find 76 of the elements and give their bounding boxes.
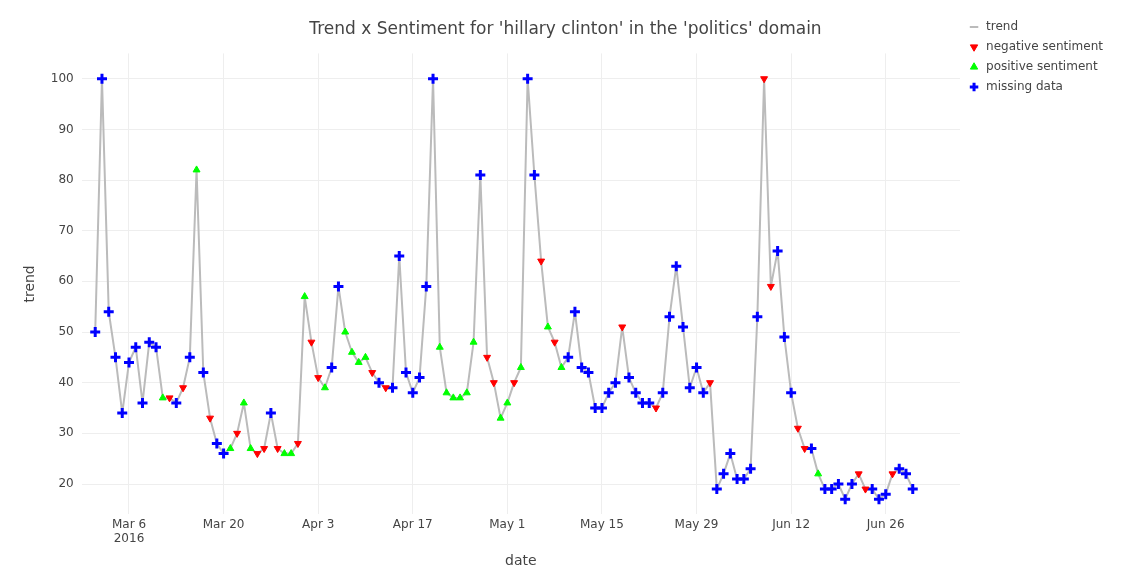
point (435, 342, 444, 350)
point (854, 471, 863, 479)
y-tick-label: 40 (58, 374, 74, 389)
point (179, 385, 188, 393)
point (158, 393, 167, 401)
point (456, 393, 465, 401)
point (320, 383, 329, 391)
point (543, 322, 552, 330)
legend-label: missing data (986, 79, 1063, 94)
x-tick-label: Apr 3 (302, 516, 335, 531)
point (165, 395, 174, 403)
y-tick-label: 60 (58, 273, 74, 288)
point (652, 405, 660, 413)
point (253, 451, 262, 459)
point (341, 327, 350, 335)
point (260, 446, 269, 454)
point (287, 449, 296, 457)
point (861, 486, 870, 494)
point (557, 362, 566, 370)
point (489, 380, 498, 388)
point (348, 347, 356, 355)
point (550, 339, 559, 347)
point (503, 398, 512, 406)
y-tick-label: 80 (58, 172, 74, 187)
point (307, 339, 316, 347)
legend-label: trend (986, 19, 1019, 34)
point (618, 324, 627, 332)
point (273, 446, 282, 454)
y-tick-label: 70 (58, 222, 74, 237)
point (442, 388, 451, 396)
point (706, 380, 715, 388)
x-axis-title: date (505, 552, 537, 569)
point (368, 370, 377, 378)
legend-label: positive sentiment (986, 59, 1098, 74)
point (800, 446, 809, 454)
x-tick-label: Jun 26 (865, 516, 905, 531)
point (496, 413, 505, 421)
point (226, 444, 235, 452)
x-tick-label: Jun 12 (771, 516, 811, 531)
point (206, 415, 215, 423)
point (537, 258, 546, 266)
x-tick-label: Apr 17 (392, 516, 433, 531)
x-tick-label: May 1 (489, 516, 526, 531)
point (239, 398, 248, 406)
point (280, 449, 289, 457)
point (246, 444, 255, 452)
point (233, 430, 242, 438)
x-tick-label: Mar 20 (202, 516, 245, 531)
point (300, 292, 309, 300)
point (314, 375, 323, 383)
y-tick-label: 90 (58, 121, 74, 136)
point (381, 385, 390, 393)
point (293, 440, 302, 448)
x-tick-label: May 15 (580, 516, 624, 531)
y-tick-label: 30 (58, 425, 74, 440)
point (361, 352, 370, 360)
y-tick-label: 100 (50, 70, 74, 85)
point (516, 362, 525, 370)
point (192, 165, 201, 173)
y-tick-label: 50 (58, 324, 74, 339)
point (354, 357, 363, 365)
y-tick-label: 20 (58, 476, 74, 491)
point (449, 393, 458, 401)
point (483, 354, 492, 362)
point (814, 469, 823, 477)
x-tick-label: Mar 6 2016 (111, 516, 147, 546)
point (462, 388, 471, 396)
point (766, 283, 775, 291)
legend-label: negative sentiment (986, 39, 1104, 54)
point (793, 425, 802, 433)
point (888, 471, 897, 479)
x-tick-label: May 29 (674, 516, 719, 531)
point (510, 380, 519, 388)
point (469, 337, 478, 345)
y-axis-title: trend (21, 265, 38, 303)
chart-title: Trend x Sentiment for 'hillary clinton' in the 'politics' domain (308, 17, 822, 38)
